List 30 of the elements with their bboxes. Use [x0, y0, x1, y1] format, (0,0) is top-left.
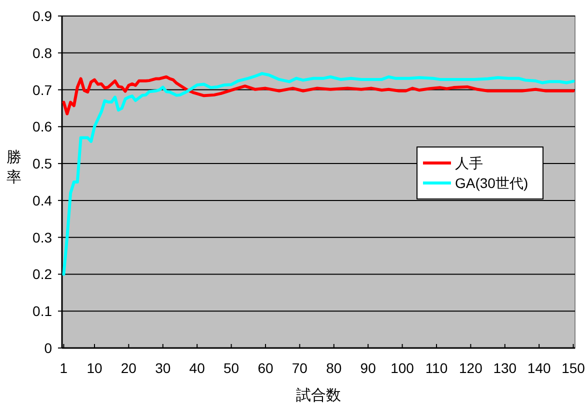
x-tick-label: 120: [459, 360, 483, 376]
x-tick-label: 40: [189, 360, 206, 376]
y-tick-label: 0.2: [32, 266, 52, 282]
x-tick-label: 130: [493, 360, 517, 376]
x-tick-label: 50: [224, 360, 240, 376]
x-tick-label: 100: [390, 360, 414, 376]
y-tick-label: 0.3: [32, 229, 52, 246]
legend-label: GA(30世代): [455, 175, 528, 191]
y-tick-label: 0.8: [32, 44, 52, 61]
x-tick-label: 30: [155, 360, 171, 376]
x-tick-label: 140: [527, 360, 551, 376]
x-tick-label: 90: [360, 360, 376, 376]
x-tick-label: 1: [60, 360, 68, 376]
y-tick-label: 0.4: [32, 192, 52, 208]
legend-label: 人手: [455, 155, 483, 171]
x-tick-label: 150: [562, 360, 585, 376]
y-tick-label: 0.7: [32, 82, 52, 98]
y-tick-label: 0.9: [32, 8, 52, 24]
x-tick-label: 10: [86, 360, 102, 376]
x-tick-label: 20: [120, 360, 137, 376]
y-tick-label: 0.6: [32, 118, 52, 135]
x-tick-label: 60: [258, 360, 274, 376]
y-tick-label: 0: [44, 340, 52, 356]
x-tick-label: 70: [292, 360, 308, 376]
x-tick-label: 80: [326, 360, 342, 376]
y-tick-label: 0.1: [32, 303, 52, 320]
x-tick-label: 110: [425, 360, 448, 376]
y-axis-title: 勝率: [6, 149, 22, 186]
x-axis-title: 試合数: [296, 387, 341, 404]
y-tick-label: 0.5: [32, 156, 52, 172]
